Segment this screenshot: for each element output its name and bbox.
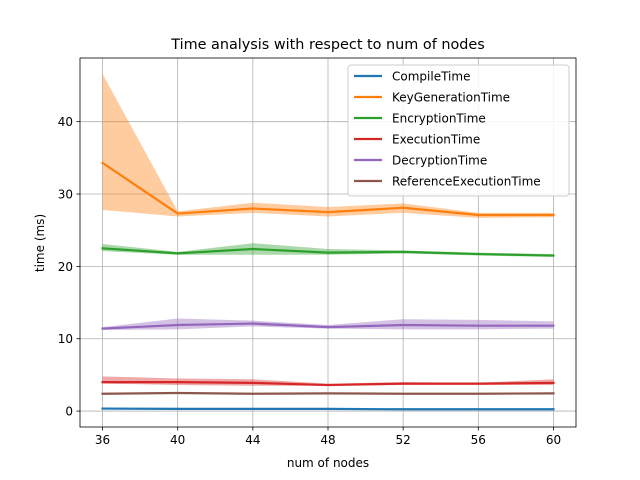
decryption-time-line	[101, 322, 555, 330]
series-lines	[101, 161, 555, 411]
key-generation-time-line	[101, 161, 555, 217]
x-axis-label: num of nodes	[287, 456, 369, 470]
legend-box	[347, 64, 570, 197]
chart-title: Time analysis with respect to num of nod…	[170, 37, 485, 53]
legend-label-encryption-time: EncryptionTime	[392, 112, 486, 126]
encryption-time-line	[101, 247, 555, 257]
y-tick-label: 30	[58, 188, 73, 202]
x-tick-label: 56	[471, 433, 486, 447]
decryption-time-band	[102, 318, 554, 331]
reference-execution-time-line	[101, 391, 555, 395]
y-tick-label: 0	[65, 405, 73, 419]
x-tick-label: 40	[170, 433, 185, 447]
y-tick-label: 20	[58, 260, 73, 274]
legend-label-decryption-time: DecryptionTime	[392, 154, 487, 168]
legend-label-compile-time: CompileTime	[392, 70, 470, 84]
y-axis-ticks: 0 10 20 30 40	[58, 115, 80, 419]
x-tick-label: 48	[320, 433, 335, 447]
legend-label-execution-time: ExecutionTime	[392, 133, 480, 147]
legend-label-key-generation-time: KeyGenerationTime	[392, 91, 510, 105]
legend-items: CompileTime KeyGenerationTime EncryptionTi…	[354, 70, 541, 189]
compile-time-line	[101, 407, 555, 411]
x-tick-label: 60	[546, 433, 561, 447]
y-axis-label: time (ms)	[33, 214, 47, 272]
x-tick-label: 44	[245, 433, 260, 447]
y-tick-label: 40	[58, 115, 73, 129]
execution-time-line	[101, 381, 555, 387]
key-generation-time-band	[102, 73, 554, 218]
legend: CompileTime KeyGenerationTime EncryptionTi…	[347, 64, 570, 197]
legend-label-reference-execution-time: ReferenceExecutionTime	[392, 175, 541, 189]
y-tick-label: 10	[58, 332, 73, 346]
x-axis-ticks: 36 40 44 48 52 56 60	[95, 427, 561, 447]
x-tick-label: 36	[95, 433, 110, 447]
x-tick-label: 52	[396, 433, 411, 447]
